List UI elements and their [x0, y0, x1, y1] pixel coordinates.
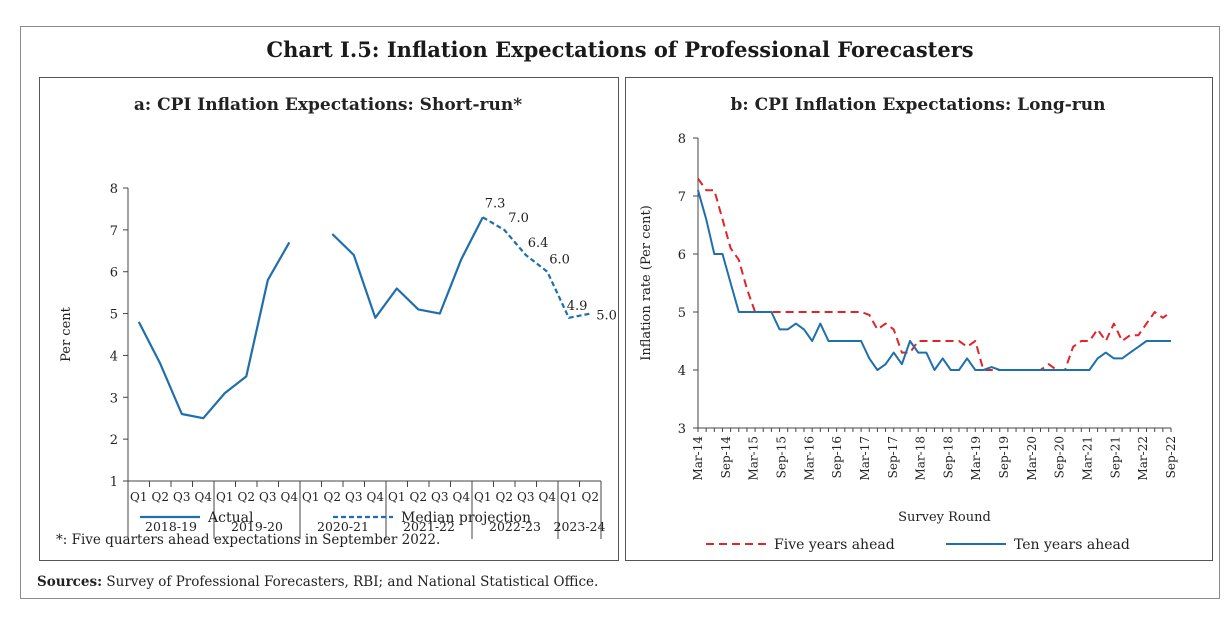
legend-five-years-label: Five years ahead — [774, 537, 895, 553]
chart-b-title: b: CPI Inflation Expectations: Long-run — [731, 95, 1106, 115]
chart-a-ylabel: Per cent — [59, 306, 74, 362]
chart-b-ytick-label: 8 — [678, 132, 686, 147]
panel-long-run: b: CPI Inflation Expectations: Long-run I… — [625, 77, 1213, 561]
chart-b-xtick-label: Mar-20 — [1025, 436, 1039, 481]
chart-a-quarter-label: Q1 — [216, 490, 233, 504]
chart-b-xtick-label: Mar-14 — [691, 436, 705, 481]
chart-a-year-label: 2022-23 — [489, 519, 541, 534]
chart-a-quarter-label: Q2 — [324, 490, 341, 504]
main-title: Chart I.5: Inflation Expectations of Pro… — [266, 37, 974, 62]
chart-b-xtick-label: Mar-16 — [802, 436, 816, 481]
short-run-chart: a: CPI Inflation Expectations: Short-run… — [56, 95, 617, 548]
chart-a-quarter-label: Q3 — [517, 490, 534, 504]
chart-b-ylabel: Inflation rate (Per cent) — [639, 205, 654, 361]
chart-b-ytick-label: 3 — [678, 422, 686, 437]
chart-a-data-label: 6.0 — [549, 253, 570, 268]
chart-a-year-label: 2021-22 — [403, 519, 455, 534]
chart-a-quarter-label: Q1 — [474, 490, 491, 504]
series-median-projection-line — [482, 216, 591, 319]
chart-a-footnote: *: Five quarters ahead expectations in S… — [56, 532, 440, 548]
sources-note: Sources: Survey of Professional Forecast… — [37, 574, 598, 590]
chart-a-quarter-label: Q3 — [173, 490, 190, 504]
sources-label: Sources: — [37, 574, 103, 590]
chart-b-ytick-label: 5 — [678, 306, 686, 321]
chart-a-year-label: 2023-24 — [554, 519, 606, 534]
panel-short-run: a: CPI Inflation Expectations: Short-run… — [39, 77, 619, 561]
chart-b-ytick-label: 7 — [678, 190, 686, 205]
chart-b-ytick-label: 6 — [678, 248, 686, 263]
chart-b-xtick-label: Sep-16 — [830, 436, 844, 478]
chart-a-year-label: 2019-20 — [231, 519, 283, 534]
series-ten-years-ahead-line — [697, 189, 1171, 371]
chart-a-quarter-label: Q4 — [539, 490, 557, 504]
chart-a-quarter-label: Q1 — [560, 490, 577, 504]
legend-median-label: Median projection — [401, 510, 531, 526]
chart-a-data-label: 5.0 — [596, 309, 617, 324]
chart-a-ytick-label: 5 — [110, 308, 118, 323]
chart-a-quarter-label: Q2 — [152, 490, 169, 504]
chart-a-ytick-label: 6 — [110, 266, 118, 281]
chart-b-xtick-label: Mar-18 — [914, 436, 928, 481]
chart-b-xtick-label: Mar-21 — [1081, 436, 1095, 481]
chart-a-quarter-label: Q2 — [410, 490, 427, 504]
chart-a-quarter-label: Q1 — [302, 490, 319, 504]
chart-b-xtick-label: Mar-15 — [747, 436, 761, 481]
chart-a-data-label: 7.0 — [508, 211, 529, 226]
chart-b-xtick-label: Mar-19 — [969, 436, 983, 481]
chart-b-xtick-label: Mar-17 — [858, 436, 872, 481]
chart-a-data-label: 6.4 — [528, 236, 549, 251]
series-actual-line — [331, 216, 484, 319]
long-run-chart: b: CPI Inflation Expectations: Long-run I… — [639, 95, 1178, 553]
chart-a-data-label: 4.9 — [567, 299, 588, 314]
chart-a-ytick-label: 4 — [110, 349, 118, 364]
chart-b-xtick-label: Sep-15 — [774, 436, 788, 478]
chart-frame: Chart I.5: Inflation Expectations of Pro… — [20, 26, 1220, 599]
legend-ten-years-label: Ten years ahead — [1014, 537, 1130, 553]
chart-b-xtick-label: Sep-14 — [719, 436, 733, 479]
chart-b-xtick-label: Sep-20 — [1053, 436, 1067, 478]
sources-text: Survey of Professional Forecasters, RBI;… — [106, 574, 599, 590]
chart-a-quarter-label: Q4 — [453, 490, 471, 504]
chart-a-year-label: 2018-19 — [145, 519, 197, 534]
legend-actual-label: Actual — [207, 510, 254, 526]
chart-a-quarter-label: Q1 — [130, 490, 147, 504]
chart-b-xtick-label: Sep-19 — [997, 436, 1011, 478]
chart-a-ytick-label: 7 — [110, 224, 118, 239]
chart-b-xtick-label: Sep-22 — [1164, 436, 1178, 478]
chart-a-ytick-label: 1 — [110, 475, 118, 490]
chart-a-quarter-label: Q2 — [582, 490, 599, 504]
series-five-years-ahead-line — [697, 178, 1172, 371]
chart-a-quarter-label: Q4 — [195, 490, 213, 504]
chart-b-ytick-label: 4 — [678, 364, 686, 379]
chart-a-ytick-label: 8 — [110, 182, 118, 197]
chart-a-quarter-label: Q3 — [259, 490, 276, 504]
chart-a-quarter-label: Q1 — [388, 490, 405, 504]
chart-a-quarter-label: Q4 — [281, 490, 299, 504]
chart-b-xtick-label: Sep-17 — [886, 436, 900, 478]
chart-b-xtick-label: Mar-22 — [1136, 436, 1150, 481]
chart-a-title: a: CPI Inflation Expectations: Short-run… — [134, 95, 522, 115]
chart-a-quarter-label: Q3 — [431, 490, 448, 504]
chart-a-quarter-label: Q4 — [367, 490, 385, 504]
series-actual-line — [137, 241, 291, 420]
chart-a-quarter-label: Q2 — [496, 490, 513, 504]
chart-a-quarter-label: Q2 — [238, 490, 255, 504]
chart-a-year-label: 2020-21 — [317, 519, 369, 534]
chart-b-xlabel: Survey Round — [898, 510, 991, 525]
chart-a-data-label: 7.3 — [485, 196, 506, 211]
chart-a-quarter-label: Q3 — [345, 490, 362, 504]
chart-a-ytick-label: 3 — [110, 391, 118, 406]
chart-a-ytick-label: 2 — [110, 433, 118, 448]
chart-b-xtick-label: Sep-21 — [1108, 436, 1122, 478]
chart-b-xtick-label: Sep-18 — [941, 436, 955, 478]
